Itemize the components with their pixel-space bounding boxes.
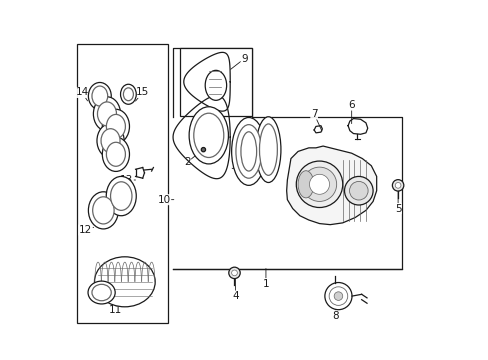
Ellipse shape bbox=[106, 142, 125, 166]
Text: 10: 10 bbox=[157, 195, 174, 204]
Circle shape bbox=[302, 167, 336, 202]
Text: 5: 5 bbox=[394, 190, 401, 213]
Ellipse shape bbox=[97, 102, 116, 126]
Ellipse shape bbox=[97, 123, 124, 158]
Polygon shape bbox=[286, 146, 376, 225]
Circle shape bbox=[333, 292, 342, 300]
Ellipse shape bbox=[123, 88, 133, 101]
Text: 7: 7 bbox=[310, 109, 321, 131]
Bar bbox=[77, 44, 167, 323]
Text: 8: 8 bbox=[332, 299, 338, 321]
Circle shape bbox=[394, 183, 400, 188]
Text: 15: 15 bbox=[135, 87, 149, 101]
Ellipse shape bbox=[102, 137, 129, 171]
Circle shape bbox=[328, 287, 347, 305]
Ellipse shape bbox=[255, 117, 281, 183]
Circle shape bbox=[296, 161, 342, 207]
Text: 13: 13 bbox=[120, 175, 135, 185]
Circle shape bbox=[201, 148, 205, 152]
Circle shape bbox=[324, 283, 351, 310]
Ellipse shape bbox=[205, 70, 226, 100]
Ellipse shape bbox=[231, 117, 265, 185]
Ellipse shape bbox=[121, 84, 136, 104]
Bar bbox=[180, 48, 251, 116]
Ellipse shape bbox=[189, 107, 228, 164]
Ellipse shape bbox=[92, 284, 111, 301]
Circle shape bbox=[391, 180, 403, 191]
Circle shape bbox=[309, 174, 329, 194]
Text: 14: 14 bbox=[75, 87, 88, 101]
Ellipse shape bbox=[259, 124, 277, 175]
Ellipse shape bbox=[94, 257, 155, 307]
Ellipse shape bbox=[93, 97, 121, 131]
Ellipse shape bbox=[88, 192, 118, 229]
Text: 12: 12 bbox=[79, 225, 93, 235]
Ellipse shape bbox=[110, 182, 132, 210]
Ellipse shape bbox=[102, 109, 129, 144]
Ellipse shape bbox=[101, 129, 120, 153]
Ellipse shape bbox=[193, 113, 224, 157]
Text: 6: 6 bbox=[347, 100, 354, 123]
Ellipse shape bbox=[88, 82, 111, 110]
Ellipse shape bbox=[298, 171, 313, 198]
Circle shape bbox=[231, 270, 237, 276]
Text: 4: 4 bbox=[232, 278, 239, 301]
Text: 1: 1 bbox=[262, 269, 269, 289]
Ellipse shape bbox=[106, 114, 125, 138]
Ellipse shape bbox=[92, 86, 107, 106]
Text: 9: 9 bbox=[230, 54, 247, 69]
Circle shape bbox=[344, 176, 372, 205]
Ellipse shape bbox=[235, 125, 261, 178]
Ellipse shape bbox=[106, 176, 136, 216]
Ellipse shape bbox=[93, 197, 114, 224]
Ellipse shape bbox=[88, 281, 115, 304]
Text: 11: 11 bbox=[109, 297, 126, 315]
Text: 2: 2 bbox=[183, 150, 203, 167]
Ellipse shape bbox=[241, 132, 256, 171]
Circle shape bbox=[349, 181, 367, 200]
Circle shape bbox=[228, 267, 240, 279]
Text: 3: 3 bbox=[230, 157, 245, 171]
